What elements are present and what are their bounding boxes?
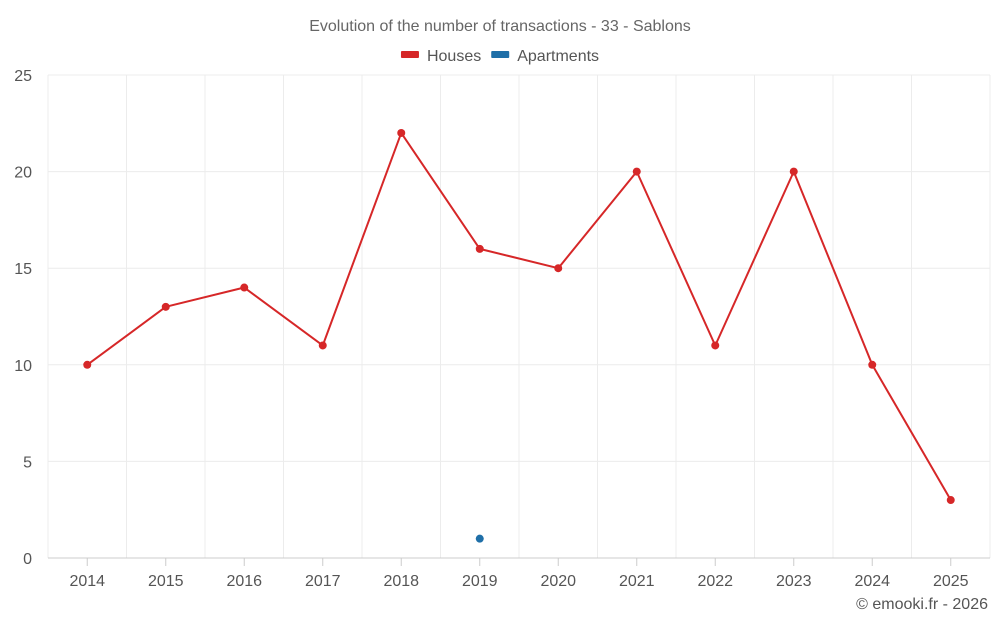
legend-label: Apartments xyxy=(517,48,599,65)
x-axis-ticks: 2014 2015 2016 2017 2018 2019 2020 2021 2022 2023… xyxy=(69,558,969,590)
data-point[interactable] xyxy=(868,360,877,369)
legend: Houses Apartments xyxy=(400,48,599,65)
data-point[interactable] xyxy=(161,302,170,311)
horizontal-gridlines xyxy=(48,74,990,462)
data-point[interactable] xyxy=(554,264,563,273)
x-tick-label: 2024 xyxy=(854,573,890,590)
data-point[interactable] xyxy=(475,244,484,253)
chart-title: Evolution of the number of transactions … xyxy=(309,18,691,35)
x-tick-label: 2018 xyxy=(383,573,419,590)
data-point[interactable] xyxy=(711,341,720,350)
legend-label: Houses xyxy=(427,48,481,65)
y-tick-label: 20 xyxy=(14,165,32,182)
legend-item[interactable]: Houses xyxy=(400,48,481,65)
series-layer xyxy=(83,128,955,543)
data-point[interactable] xyxy=(632,167,641,176)
credit-text: © emooki.fr - 2026 xyxy=(856,596,988,613)
y-tick-label: 0 xyxy=(23,551,32,568)
x-tick-label: 2020 xyxy=(540,573,576,590)
x-tick-label: 2014 xyxy=(69,573,105,590)
y-axis-ticks: 0 5 10 15 20 25 xyxy=(14,68,32,568)
x-tick-label: 2019 xyxy=(462,573,498,590)
x-tick-label: 2016 xyxy=(226,573,262,590)
y-tick-label: 25 xyxy=(14,68,32,85)
series-1 xyxy=(475,534,484,543)
x-tick-label: 2025 xyxy=(933,573,969,590)
data-point[interactable] xyxy=(83,360,92,369)
y-tick-label: 15 xyxy=(14,261,32,278)
x-tick-label: 2022 xyxy=(697,573,733,590)
x-tick-label: 2015 xyxy=(148,573,184,590)
data-point[interactable] xyxy=(475,534,484,543)
legend-swatch xyxy=(491,51,510,58)
vertical-gridlines xyxy=(47,75,991,558)
data-point[interactable] xyxy=(397,128,406,137)
y-tick-label: 10 xyxy=(14,358,32,375)
series-0 xyxy=(83,128,955,505)
data-point[interactable] xyxy=(946,496,955,505)
x-tick-label: 2023 xyxy=(776,573,812,590)
data-point[interactable] xyxy=(789,167,798,176)
data-point[interactable] xyxy=(240,283,249,292)
x-tick-label: 2017 xyxy=(305,573,341,590)
data-point[interactable] xyxy=(318,341,327,350)
legend-item[interactable]: Apartments xyxy=(491,48,599,65)
y-tick-label: 5 xyxy=(23,454,32,471)
x-tick-label: 2021 xyxy=(619,573,655,590)
series-line xyxy=(86,131,952,501)
legend-swatch xyxy=(400,51,419,58)
